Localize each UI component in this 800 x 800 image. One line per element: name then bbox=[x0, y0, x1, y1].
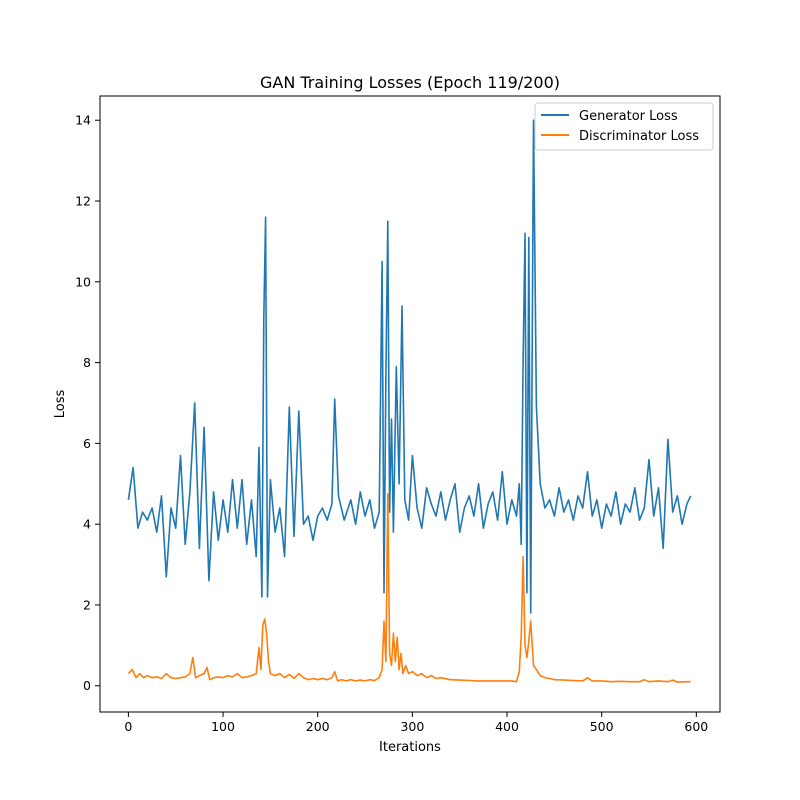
x-tick-label: 0 bbox=[124, 719, 132, 734]
x-axis-ticks: 0 100 200 300 400 500 600 bbox=[124, 712, 708, 734]
legend-label-discriminator-loss: Discriminator Loss bbox=[579, 129, 699, 144]
y-tick-label: 6 bbox=[83, 436, 91, 451]
y-tick-label: 12 bbox=[75, 194, 91, 209]
y-tick-label: 2 bbox=[83, 597, 91, 612]
y-tick-label: 8 bbox=[83, 355, 91, 370]
y-tick-label: 10 bbox=[75, 274, 91, 289]
y-tick-label: 14 bbox=[75, 113, 91, 128]
series-line-generator-loss bbox=[127, 119, 692, 614]
y-axis-label: Loss bbox=[53, 390, 68, 419]
x-axis-label: Iterations bbox=[379, 740, 441, 755]
series-line-discriminator-loss bbox=[127, 493, 691, 683]
x-tick-label: 100 bbox=[211, 719, 235, 734]
x-tick-label: 600 bbox=[684, 719, 708, 734]
legend-label-generator-loss: Generator Loss bbox=[579, 109, 678, 124]
x-tick-label: 400 bbox=[495, 719, 519, 734]
chart-title: GAN Training Losses (Epoch 119/200) bbox=[260, 73, 560, 92]
legend-box bbox=[534, 102, 714, 151]
plot-area-frame bbox=[99, 95, 721, 713]
x-tick-label: 300 bbox=[400, 719, 424, 734]
x-tick-label: 500 bbox=[590, 719, 614, 734]
y-axis-ticks: 0 2 4 6 8 10 12 14 bbox=[75, 113, 100, 693]
series-lines bbox=[127, 119, 692, 683]
x-tick-label: 200 bbox=[306, 719, 330, 734]
y-tick-label: 4 bbox=[83, 517, 91, 532]
legend: Generator Loss Discriminator Loss bbox=[534, 102, 714, 151]
y-tick-label: 0 bbox=[83, 678, 91, 693]
